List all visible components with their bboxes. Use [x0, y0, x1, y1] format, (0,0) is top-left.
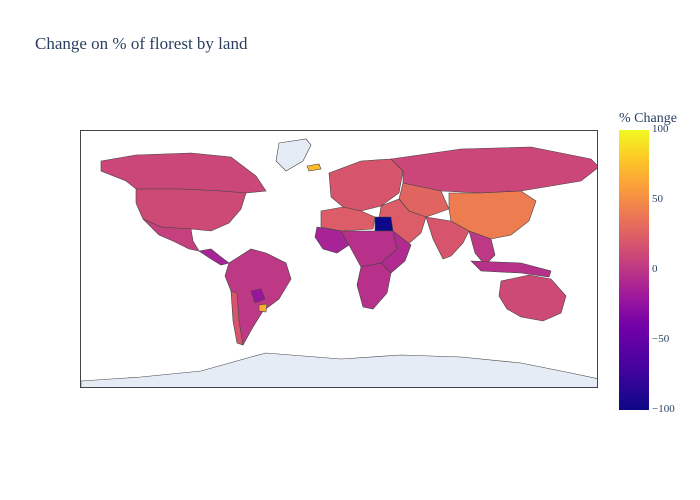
region-southeast-asia[interactable]: [468, 230, 496, 266]
colorbar-title: % Change: [619, 111, 677, 126]
region-india[interactable]: [425, 216, 470, 260]
region-north-africa[interactable]: [320, 206, 376, 232]
colorbar: [619, 130, 649, 410]
region-canada[interactable]: [100, 152, 267, 194]
region-iceland[interactable]: [306, 163, 322, 172]
region-china[interactable]: [448, 190, 537, 240]
region-united-states[interactable]: [135, 188, 247, 232]
colorbar-tick-100: 100: [652, 123, 669, 135]
region-paraguay[interactable]: [250, 288, 266, 304]
region-russia[interactable]: [390, 146, 598, 194]
region-australia[interactable]: [498, 274, 567, 322]
colorbar-tick-minus-100: −100: [652, 403, 675, 415]
region-southern-africa[interactable]: [356, 262, 392, 310]
colorbar-tick-minus-50: −50: [652, 333, 670, 345]
colorbar-tick-50: 50: [652, 193, 663, 205]
region-chile[interactable]: [230, 290, 244, 346]
region-europe[interactable]: [328, 158, 404, 212]
chart-title: Change on % of florest by land: [35, 34, 248, 53]
region-antarctica[interactable]: [81, 352, 598, 388]
world-map[interactable]: [81, 131, 598, 388]
region-central-america[interactable]: [198, 248, 230, 266]
colorbar-tick-0: 0: [652, 263, 658, 275]
region-indonesia[interactable]: [470, 260, 552, 278]
region-uruguay[interactable]: [258, 303, 268, 313]
region-greenland[interactable]: [275, 138, 312, 172]
map-frame[interactable]: [80, 130, 598, 388]
region-egypt[interactable]: [374, 216, 394, 232]
